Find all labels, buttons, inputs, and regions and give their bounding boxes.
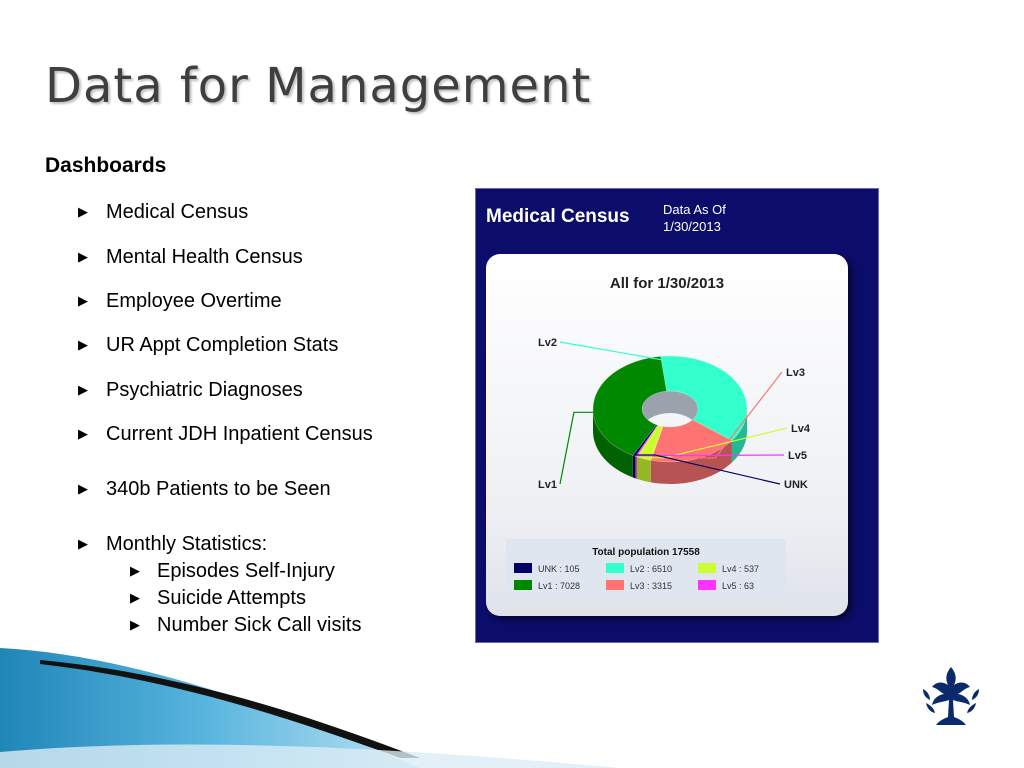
slice-lv4 xyxy=(636,424,664,461)
university-seal-logo xyxy=(923,667,979,725)
slice-lv5 xyxy=(634,424,659,458)
slice-side-lv1 xyxy=(593,409,633,478)
legend-swatch-lv4 xyxy=(698,563,716,573)
bullet-text: Mental Health Census xyxy=(106,246,303,268)
sub-bullet-text: Suicide Attempts xyxy=(157,587,306,609)
chart-panel: All for 1/30/2013 Lv2 Lv3 Lv4 Lv5 UNK Lv1 Tot… xyxy=(486,254,848,616)
legend-entry-lv5: Lv5 : 63 xyxy=(722,581,754,591)
triangle-bullet-icon: ▶ xyxy=(78,536,88,551)
legend-swatch-lv1 xyxy=(514,580,532,590)
legend-swatch-lv3 xyxy=(606,580,624,590)
slice-side-lv2 xyxy=(731,409,747,463)
triangle-bullet-icon: ▶ xyxy=(78,337,88,352)
slice-lv1 xyxy=(592,356,667,456)
sub-bullet-text: Episodes Self-Injury xyxy=(157,560,335,582)
bullet-text: Current JDH Inpatient Census xyxy=(106,423,373,445)
slice-label-unk: UNK xyxy=(784,479,808,491)
bullet-item: ▶ Mental Health Census xyxy=(78,246,303,269)
donut-hole-wall xyxy=(642,391,698,431)
footer-swoosh xyxy=(0,648,620,768)
triangle-bullet-icon: ▶ xyxy=(78,249,88,264)
triangle-bullet-icon: ▶ xyxy=(78,204,88,219)
bullet-text: Employee Overtime xyxy=(106,290,282,312)
triangle-bullet-icon: ▶ xyxy=(78,426,88,441)
legend-swatch-lv5 xyxy=(698,580,716,590)
donut-chart: All for 1/30/2013 Lv2 Lv3 Lv4 Lv5 UNK Lv1 Tot… xyxy=(506,275,811,599)
slice-side-lv5 xyxy=(635,456,637,479)
slide-title: Data for Management xyxy=(45,58,592,114)
sub-bullet-text: Number Sick Call visits xyxy=(157,614,362,636)
slice-label-lv1: Lv1 xyxy=(538,479,557,491)
slice-label-lv3: Lv3 xyxy=(786,367,805,379)
triangle-bullet-icon: ▶ xyxy=(130,590,140,605)
slice-side-lv3 xyxy=(650,440,732,484)
slice-side-lv4 xyxy=(636,456,651,483)
bullet-text: Psychiatric Diagnoses xyxy=(106,379,303,401)
legend-entry-lv1: Lv1 : 7028 xyxy=(538,581,580,591)
section-heading: Dashboards xyxy=(45,154,167,177)
legend-title: Total population 17558 xyxy=(592,547,700,558)
bullet-text: Medical Census xyxy=(106,201,249,223)
slice-lv3 xyxy=(650,419,733,463)
triangle-bullet-icon: ▶ xyxy=(78,382,88,397)
legend-entry-lv3: Lv3 : 3315 xyxy=(630,581,672,591)
legend-swatch-unk xyxy=(514,563,532,573)
data-as-of: Data As Of 1/30/2013 xyxy=(663,201,726,235)
bullet-item: ▶ 340b Patients to be Seen xyxy=(78,478,331,501)
bullet-item: ▶ Monthly Statistics: xyxy=(78,533,267,556)
slice-side-unk xyxy=(632,455,636,479)
triangle-bullet-icon: ▶ xyxy=(130,617,140,632)
leader-line-unk xyxy=(634,454,781,485)
medical-census-dashboard: Medical Census Data As Of 1/30/2013 All … xyxy=(475,188,879,643)
leader-line-lv4 xyxy=(644,427,788,459)
legend-entry-lv2: Lv2 : 6510 xyxy=(630,564,672,574)
chart-title: All for 1/30/2013 xyxy=(610,275,724,292)
bullet-text: 340b Patients to be Seen xyxy=(106,478,331,500)
legend-entry-unk: UNK : 105 xyxy=(538,564,580,574)
slice-label-lv4: Lv4 xyxy=(791,423,811,435)
legend-swatch-lv2 xyxy=(606,563,624,573)
legend-box xyxy=(506,539,786,599)
slice-label-lv5: Lv5 xyxy=(788,450,807,462)
sub-bullet-item: ▶ Episodes Self-Injury xyxy=(130,560,335,583)
triangle-bullet-icon: ▶ xyxy=(78,481,88,496)
dashboard-title: Medical Census xyxy=(486,206,630,227)
leader-line-lv3 xyxy=(695,371,783,459)
sub-bullet-item: ▶ Number Sick Call visits xyxy=(130,614,361,637)
bullet-item: ▶ UR Appt Completion Stats xyxy=(78,334,338,357)
bullet-text: UR Appt Completion Stats xyxy=(106,334,339,356)
bullet-item: ▶ Psychiatric Diagnoses xyxy=(78,379,303,402)
bullet-item: ▶ Medical Census xyxy=(78,201,248,224)
slice-label-lv2: Lv2 xyxy=(538,337,557,349)
as-of-label: Data As Of xyxy=(663,202,726,217)
leader-line-lv2 xyxy=(559,341,736,384)
bullet-item: ▶ Employee Overtime xyxy=(78,290,282,313)
as-of-date: 1/30/2013 xyxy=(663,219,721,234)
bullet-text: Monthly Statistics: xyxy=(106,533,268,555)
sub-bullet-item: ▶ Suicide Attempts xyxy=(130,587,306,610)
triangle-bullet-icon: ▶ xyxy=(78,293,88,308)
leader-line-lv1 xyxy=(559,411,596,485)
legend-entry-lv4: Lv4 : 537 xyxy=(722,564,759,574)
triangle-bullet-icon: ▶ xyxy=(130,563,140,578)
bullet-item: ▶ Current JDH Inpatient Census xyxy=(78,423,373,446)
